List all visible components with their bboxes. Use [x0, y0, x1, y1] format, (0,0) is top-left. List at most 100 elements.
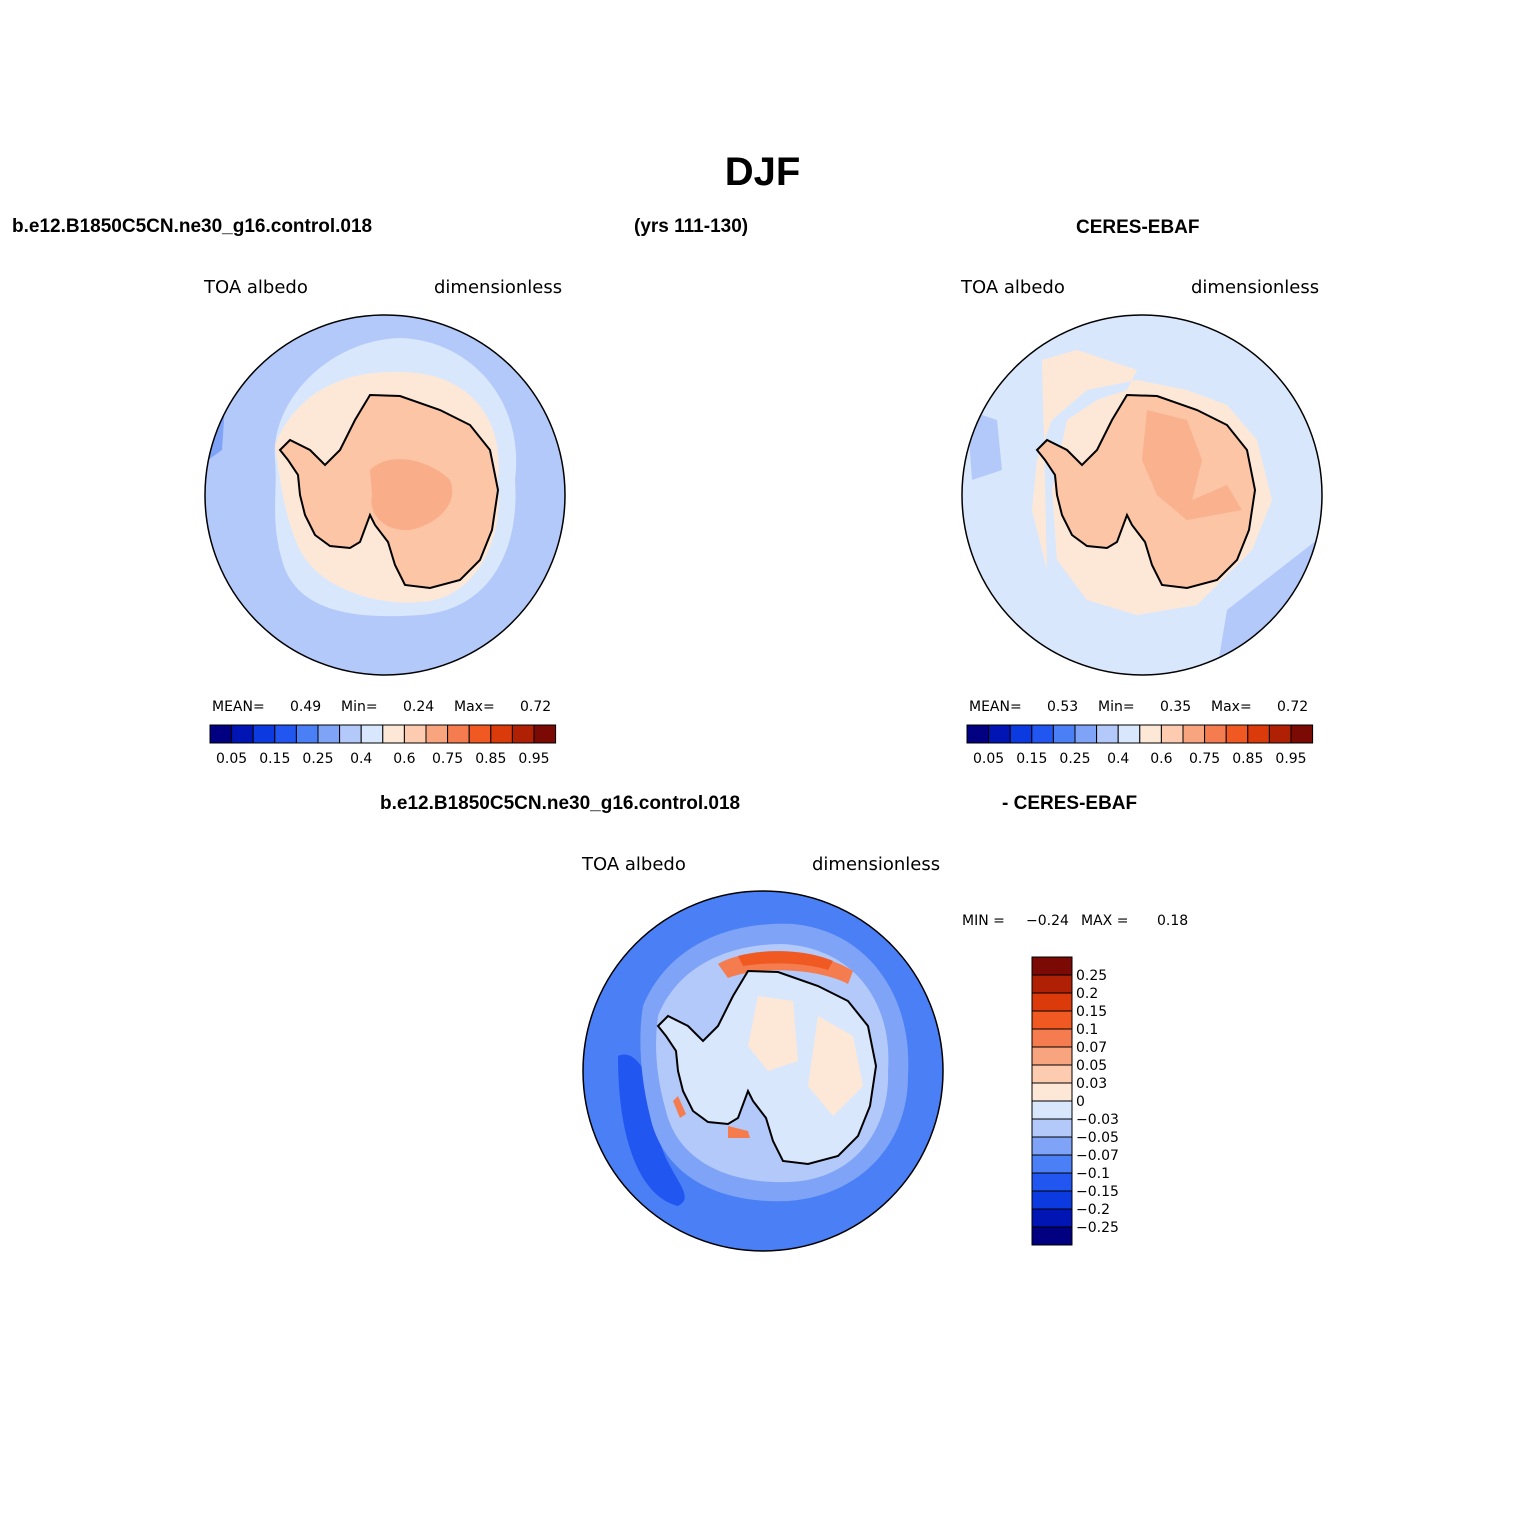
diff-colorbar-cell — [1031, 1208, 1073, 1228]
model-polar-map — [204, 314, 566, 676]
obs-colorbar-cell — [1247, 724, 1270, 744]
diff-max-positive-arc — [738, 951, 833, 970]
diff-colorbar-tick: 0.1 — [1076, 1022, 1098, 1038]
diff-colorbar-cell — [1031, 1154, 1073, 1174]
model-max-value: 0.72 — [520, 699, 552, 715]
diff-colorbar-tick: 0.05 — [1076, 1058, 1107, 1074]
model-colorbar-cell — [209, 724, 233, 744]
obs-colorbar-tick: 0.95 — [1275, 751, 1306, 767]
model-interior-maximum — [370, 459, 453, 531]
diff-colorbar-tick: 0 — [1076, 1094, 1085, 1110]
diff-colorbar-cell — [1031, 1046, 1073, 1066]
model-colorbar: 0.05 0.15 0.25 0.4 0.6 0.75 0.85 0.95 — [209, 724, 557, 767]
model-min-value: 0.24 — [403, 699, 435, 715]
model-colorbar-cell — [382, 724, 405, 744]
diff-variable-label: TOA albedo — [582, 854, 686, 875]
model-colorbar-tick: 0.25 — [302, 751, 333, 767]
diff-colorbar-tick: −0.03 — [1076, 1112, 1119, 1128]
obs-low-albedo-patch — [967, 410, 1002, 480]
model-mean-value: 0.49 — [290, 699, 322, 715]
model-colorbar-tick: 0.95 — [518, 751, 549, 767]
obs-colorbar-cell — [1139, 724, 1162, 744]
obs-units-label: dimensionless — [1191, 277, 1320, 298]
model-colorbar-cell — [511, 724, 535, 744]
diff-units-label: dimensionless — [812, 854, 941, 875]
obs-colorbar-cell — [966, 724, 990, 744]
model-max-label: Max= — [454, 699, 495, 715]
diff-interior-positive-east — [808, 1016, 863, 1116]
obs-colorbar-cell — [1009, 724, 1033, 744]
obs-colorbar-cell — [1182, 724, 1206, 744]
figure-title: DJF — [724, 150, 801, 194]
diff-colorbar-tick: −0.07 — [1076, 1148, 1119, 1164]
obs-polar-map — [961, 314, 1323, 676]
obs-mean-value: 0.53 — [1047, 699, 1079, 715]
diff-colorbar-tick: −0.1 — [1076, 1166, 1110, 1182]
obs-colorbar-cell — [988, 724, 1011, 744]
obs-colorbar-tick: 0.15 — [1016, 751, 1047, 767]
model-colorbar-cell — [252, 724, 276, 744]
obs-colorbar-cell — [1204, 724, 1227, 744]
diff-colorbar-cell — [1031, 1100, 1073, 1120]
obs-colorbar: 0.05 0.15 0.25 0.4 0.6 0.75 0.85 0.95 — [966, 724, 1314, 767]
diff-colorbar-cell — [1031, 1064, 1073, 1084]
obs-colorbar-tick: 0.05 — [973, 751, 1004, 767]
case-name-header: b.e12.B1850C5CN.ne30_g16.control.018 — [12, 216, 373, 237]
model-colorbar-tick: 0.05 — [216, 751, 247, 767]
model-colorbar-cell — [317, 724, 341, 744]
model-colorbar-cell — [360, 724, 384, 744]
diff-colorbar-tick: 0.07 — [1076, 1040, 1107, 1056]
model-colorbar-tick: 0.85 — [475, 751, 506, 767]
obs-min-value: 0.35 — [1160, 699, 1192, 715]
obs-colorbar-tick: 0.85 — [1232, 751, 1263, 767]
diff-colorbar: 0.25 0.2 0.15 0.1 0.07 0.05 0.03 0 −0.03 −0.05 −0.… — [1031, 956, 1119, 1246]
diff-colorbar-cell — [1031, 1226, 1073, 1246]
model-map-border — [204, 314, 566, 676]
diff-max-label: MAX = — [1081, 913, 1129, 929]
obs-colorbar-cell — [1225, 724, 1249, 744]
obs-variable-label: TOA albedo — [961, 277, 1065, 298]
model-colorbar-cell — [490, 724, 513, 744]
diff-colorbar-cell — [1031, 1172, 1073, 1192]
diff-colorbar-cell — [1031, 1190, 1073, 1210]
obs-colorbar-tick: 0.4 — [1107, 751, 1129, 767]
model-colorbar-cell — [339, 724, 362, 744]
obs-max-label: Max= — [1211, 699, 1252, 715]
diff-colorbar-cell — [1031, 992, 1073, 1012]
model-variable-label: TOA albedo — [204, 277, 308, 298]
diff-colorbar-tick: −0.15 — [1076, 1184, 1119, 1200]
model-colorbar-tick: 0.4 — [350, 751, 372, 767]
obs-min-label: Min= — [1098, 699, 1135, 715]
obs-colorbar-cell — [1268, 724, 1292, 744]
diff-map-border — [582, 890, 944, 1252]
model-colorbar-cell — [403, 724, 427, 744]
diff-colorbar-tick: −0.2 — [1076, 1202, 1110, 1218]
obs-colorbar-tick: 0.25 — [1059, 751, 1090, 767]
diff-min-value: −0.24 — [1026, 913, 1069, 929]
diff-strong-negative-patch — [618, 1054, 685, 1206]
diff-colorbar-cell — [1031, 1082, 1073, 1102]
diff-min-label: MIN = — [962, 913, 1005, 929]
diff-colorbar-tick: 0.25 — [1076, 968, 1107, 984]
diff-colorbar-cell — [1031, 1028, 1073, 1048]
obs-colorbar-cell — [1290, 724, 1314, 744]
model-min-label: Min= — [341, 699, 378, 715]
obs-colorbar-cell — [1074, 724, 1098, 744]
diff-case-header: b.e12.B1850C5CN.ne30_g16.control.018 — [380, 793, 741, 814]
obs-map-border — [961, 314, 1323, 676]
diff-colorbar-tick: −0.05 — [1076, 1130, 1119, 1146]
diff-colorbar-tick: 0.2 — [1076, 986, 1098, 1002]
diff-colorbar-tick: −0.25 — [1076, 1220, 1119, 1236]
diff-colorbar-cell — [1031, 956, 1073, 976]
obs-colorbar-cell — [1096, 724, 1119, 744]
model-colorbar-cell — [231, 724, 254, 744]
diff-interior-positive — [748, 996, 798, 1071]
obs-colorbar-cell — [1160, 724, 1184, 744]
model-colorbar-cell — [533, 724, 557, 744]
years-header: (yrs 111-130) — [634, 216, 749, 237]
model-colorbar-cell — [425, 724, 449, 744]
model-mean-label: MEAN= — [212, 699, 265, 715]
model-colorbar-cell — [295, 724, 319, 744]
diff-colorbar-cell — [1031, 1136, 1073, 1156]
diff-positive-spot-west — [673, 1096, 686, 1118]
